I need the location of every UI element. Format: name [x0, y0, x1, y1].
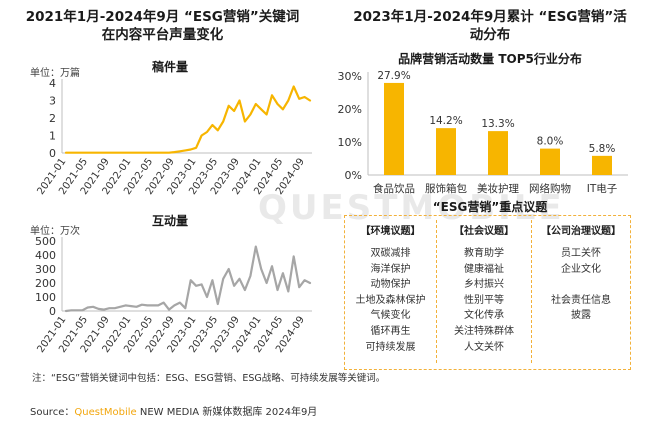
- bar-value-label: 14.2%: [429, 115, 462, 127]
- articles-y-tick-label: 4: [49, 77, 56, 90]
- bar-value-label: 8.0%: [537, 136, 564, 148]
- bar-y-tick-label: 0%: [345, 169, 362, 182]
- column-divider: [531, 220, 532, 363]
- source-prefix: Source：: [30, 407, 75, 418]
- right-chart-title: 2023年1月-2024年9月累计 “ESG营销”活 动分布: [330, 8, 650, 44]
- bar-y-tick-label: 20%: [338, 103, 362, 116]
- footnote: 注：“ESG”营销关键词中包括：ESG、ESG营销、ESG战略、可持续发展等关键…: [32, 373, 386, 384]
- social-item: 文化传承: [464, 310, 504, 322]
- right-title-line2: 动分布: [469, 27, 511, 43]
- env-item: 双碳减排: [370, 248, 411, 259]
- gov-issues-column: 【公司治理议题】 员工关怀 企业文化 社会责任信息 披露: [533, 222, 629, 324]
- bar: [592, 155, 612, 175]
- interactions-unit-label: 单位：万次: [30, 226, 80, 237]
- bar: [488, 131, 508, 175]
- gov-item: 企业文化: [561, 263, 601, 275]
- articles-y-tick-label: 3: [49, 95, 56, 108]
- left-chart-title: 2021年1月-2024年9月 “ESG营销”关键词 在内容平台声量变化: [0, 8, 325, 44]
- env-issues-column: 【环境议题】 双碳减排 海洋保护 动物保护 土地及森林保护 气候变化 循环再生 …: [345, 222, 436, 355]
- env-item: 动物保护: [370, 279, 411, 291]
- interactions-y-tick-label: 100: [35, 291, 56, 304]
- env-issues-header: 【环境议题】: [360, 226, 421, 237]
- bar-y-tick-label: 10%: [338, 136, 362, 149]
- social-item: 性别平等: [464, 294, 504, 306]
- right-title-line1: 2023年1月-2024年9月累计 “ESG营销”活: [353, 9, 627, 25]
- articles-chart-title: 稿件量: [151, 60, 188, 74]
- social-issues-column: 【社会议题】 教育助学 健康福祉 乡村振兴 性别平等 文化传承 关注特殊群体 人…: [438, 222, 530, 355]
- bar-value-label: 27.9%: [377, 70, 410, 82]
- bar: [436, 128, 456, 175]
- bar-category-label: IT电子: [587, 182, 618, 195]
- gov-issues-header: 【公司治理议题】: [541, 226, 621, 237]
- bar-category-label: 美妆护理: [477, 182, 519, 195]
- articles-unit-label: 单位：万篇: [30, 68, 80, 79]
- articles-y-tick-label: 2: [49, 112, 56, 125]
- interactions-series-line: [64, 245, 312, 313]
- social-item: 教育助学: [464, 248, 504, 259]
- social-item: 人文关怀: [464, 341, 504, 353]
- gov-item: 披露: [571, 310, 591, 322]
- source-rest: NEW MEDIA 新媒体数据库 2024年9月: [136, 407, 318, 418]
- industry-bar-chart-title: 品牌营销活动数量 TOP5行业分布: [398, 52, 582, 66]
- source-brand: QuestMobile: [74, 407, 137, 418]
- env-item: 气候变化: [370, 310, 411, 322]
- bar-category-label: 食品饮品: [373, 182, 415, 195]
- articles-y-tick-label: 1: [49, 130, 56, 143]
- bar-value-label: 13.3%: [481, 118, 514, 130]
- bar-value-label: 5.8%: [589, 143, 616, 155]
- interactions-y-tick-label: 200: [35, 277, 56, 290]
- articles-y-tick-label: 0: [49, 147, 56, 160]
- bar-category-label: 服饰箱包: [425, 182, 467, 195]
- gov-item: [533, 277, 629, 293]
- interactions-y-tick-label: 0: [49, 305, 56, 318]
- social-item: 关注特殊群体: [454, 325, 514, 337]
- interactions-y-tick-label: 300: [35, 263, 56, 276]
- left-title-line1: 2021年1月-2024年9月 “ESG营销”关键词: [25, 9, 300, 25]
- left-title-line2: 在内容平台声量变化: [101, 27, 224, 43]
- gov-item: 社会责任信息: [551, 294, 611, 306]
- social-item: 乡村振兴: [464, 279, 504, 291]
- source-line: Source：QuestMobile NEW MEDIA 新媒体数据库 2024…: [30, 403, 317, 418]
- focus-issues-box: 【环境议题】 双碳减排 海洋保护 动物保护 土地及森林保护 气候变化 循环再生 …: [344, 215, 631, 370]
- focus-issues-title: “ESG营销”重点议题: [432, 200, 548, 214]
- bar: [540, 148, 560, 175]
- env-item: 循环再生: [370, 325, 411, 337]
- bar-category-label: 网络购物: [529, 182, 571, 195]
- watermark: QUESTMOBILE: [258, 188, 565, 228]
- bar: [384, 82, 404, 175]
- articles-series-line: [64, 85, 312, 154]
- gov-item: 员工关怀: [561, 248, 601, 259]
- bar-y-tick-label: 30%: [338, 70, 362, 83]
- interactions-y-tick-label: 500: [35, 235, 56, 248]
- env-item: 海洋保护: [370, 263, 411, 275]
- social-item: 健康福祉: [464, 263, 504, 275]
- industry-bar-chart: 0% 10% 20% 30% 27.9% 食品饮品 14.2% 服饰箱包 13.3% 美妆护理 8.…: [338, 70, 628, 195]
- interactions-y-tick-label: 400: [35, 249, 56, 262]
- env-item: 土地及森林保护: [355, 294, 426, 306]
- interactions-chart-title: 互动量: [151, 214, 188, 228]
- interactions-line-chart: 01002003004005002021-012021-052021-09202…: [35, 235, 312, 355]
- env-item: 可持续发展: [365, 341, 416, 353]
- social-issues-header: 【社会议题】: [454, 226, 514, 237]
- articles-line-chart: 012342021-012021-052021-092022-012022-05…: [35, 77, 312, 197]
- column-divider: [436, 220, 437, 363]
